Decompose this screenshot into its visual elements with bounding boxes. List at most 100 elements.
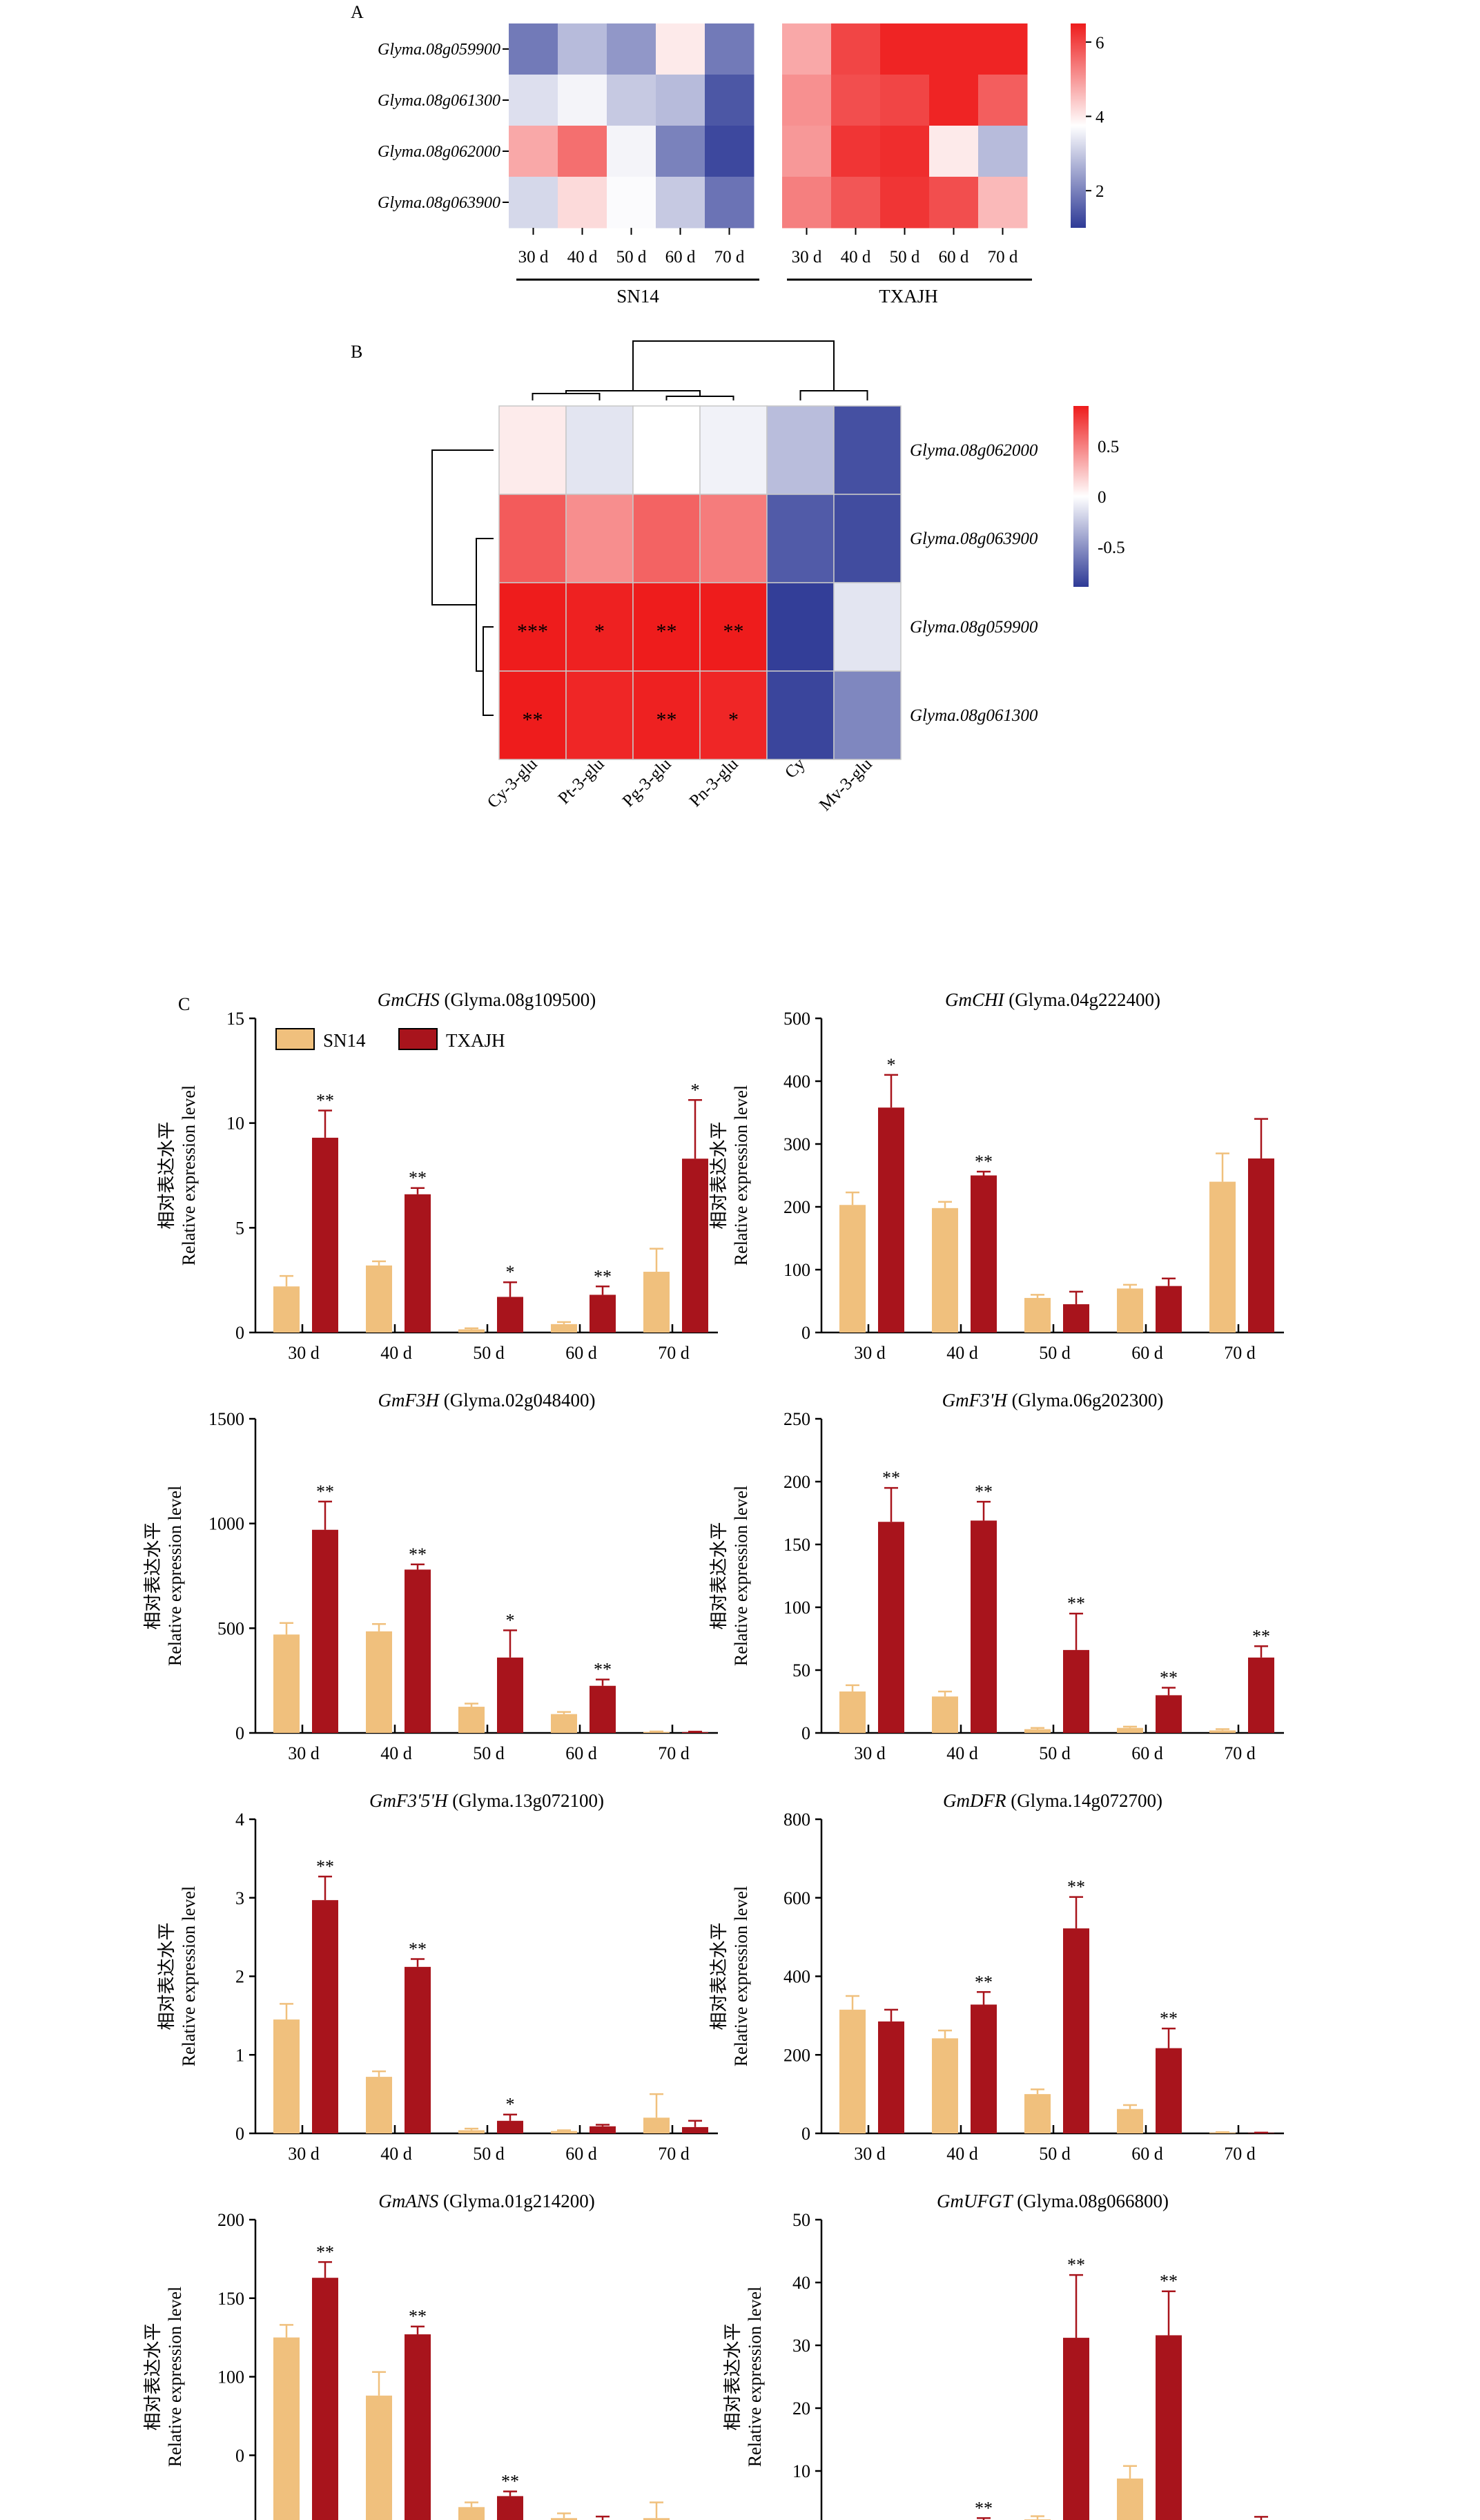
x-tick-label: 70 d [1224,1743,1256,1763]
bar-txajh [405,1194,431,1332]
x-tick-label: 30 d [854,1743,886,1763]
bar-sn14 [932,2038,958,2133]
y-tick-label: 40 [792,2273,810,2293]
chart-title: GmCHS (Glyma.08g109500) [378,989,596,1010]
y-axis-label: Relative expression level [731,1886,751,2066]
bar-txajh [1156,1695,1182,1733]
heatmap-cell [782,75,832,126]
bar-txajh [682,2126,708,2133]
y-tick-label: 200 [783,1472,810,1492]
chart-title: GmCHI (Glyma.04g222400) [945,989,1160,1010]
y-tick-label: 100 [783,1260,810,1280]
y-axis-label: Relative expression level [179,1085,199,1266]
y-axis-label-cn: 相对表达水平 [157,1121,177,1229]
heatmap-cell [782,23,832,75]
x-tick-label: 50 d [473,2144,505,2164]
x-tick-label: 60 d [565,1343,597,1363]
row-dendrogram [431,449,494,716]
x-tick-label: 40 d [380,1743,412,1763]
bar-sn14 [273,1286,300,1332]
bar-txajh [497,2496,523,2520]
bar-sn14 [1117,2109,1143,2133]
legend-swatch-sn14 [275,1028,315,1050]
heatmap-cell [831,75,881,126]
significance-mark: * [887,1055,896,1075]
group-label-sn14: SN14 [616,286,659,307]
bar-sn14 [643,1732,670,1733]
y-tick-label: 200 [217,2210,244,2230]
significance-mark: * [506,1610,515,1630]
col-label: Cy-3-glu [484,755,541,812]
panel-label-c: C [178,994,190,1014]
heatmap-cell [782,126,832,177]
y-tick-label: 30 [792,2336,810,2356]
heatmap-cell [929,75,979,126]
panel-label-b: B [351,342,362,362]
group-label-txajh: TXAJH [879,286,938,307]
col-label: 40 d [841,248,871,266]
bar-txajh [1063,1928,1089,2133]
bar-sn14 [839,1205,866,1332]
chart-title: GmF3'H (Glyma.06g202300) [942,1390,1164,1411]
heatmap-cell [699,405,768,495]
bar-sn14 [643,2117,670,2133]
y-axis-label: Relative expression level [179,1886,199,2066]
x-tick-label: 60 d [565,1743,597,1763]
bar-txajh [1063,2338,1089,2520]
legend-swatch-txajh [398,1028,438,1050]
bar-sn14 [458,2130,485,2133]
heatmap-cell [978,126,1028,177]
x-tick-label: 40 d [380,2144,412,2164]
heatmap-cell [498,582,567,672]
chart-title-gene: GmCHS [378,989,440,1010]
y-tick-label: 20 [792,2398,810,2419]
bar-txajh [971,1520,997,1733]
bar-sn14 [366,1631,392,1733]
significance-mark: ** [1160,1667,1178,1687]
col-label: 60 d [665,248,696,266]
bar-sn14 [932,1208,958,1332]
heatmap-cell [880,126,930,177]
heatmap-cell [509,126,558,177]
heatmap-cell [656,126,705,177]
heatmap-cell [699,670,768,760]
bar-sn14 [458,1707,485,1733]
col-label: Pt-3-glu [555,755,608,808]
bar-txajh [497,2120,523,2133]
y-tick-label: 500 [217,1618,244,1638]
col-label: 40 d [567,248,598,266]
bar-sn14 [1209,1730,1236,1733]
y-axis-label-cn: 相对表达水平 [709,1522,729,1629]
chart-title-gene: GmUFGT [937,2191,1013,2211]
significance-mark: ** [1252,1626,1270,1646]
bar-txajh [1063,1304,1089,1332]
bar-sn14 [1024,2094,1051,2133]
colorbar-tick-label: 6 [1096,34,1104,52]
significance-mark: ** [1160,2271,1178,2291]
heatmap-cell [766,670,835,760]
heatmap-cell [705,75,754,126]
bar-txajh [971,2004,997,2133]
bar-sn14 [1117,1288,1143,1332]
chart-title: GmANS (Glyma.01g214200) [378,2191,594,2211]
significance-mark: ** [656,620,677,643]
y-tick-label: 0 [235,2124,244,2144]
y-tick-label: 15 [226,1009,244,1029]
x-tick-label: 60 d [1131,1743,1163,1763]
heatmap-cell [833,405,902,495]
panel-label-a: A [351,2,364,22]
x-tick-label: 40 d [946,1743,978,1763]
heatmap-cell [705,177,754,229]
chart-title-id: (Glyma.06g202300) [1007,1390,1163,1411]
y-axis-label: Relative expression level [165,1486,185,1666]
heatmap-cell [558,126,607,177]
bar-sn14 [366,2395,392,2520]
y-tick-label: 2 [235,1967,244,1987]
legend-label-txajh: TXAJH [446,1030,505,1051]
y-tick-label: 100 [217,2367,244,2387]
col-label: 70 d [988,248,1018,266]
significance-mark: ** [409,1939,427,1959]
chart-title-gene: GmDFR [943,1790,1006,1811]
bar-sn14 [551,1714,577,1733]
